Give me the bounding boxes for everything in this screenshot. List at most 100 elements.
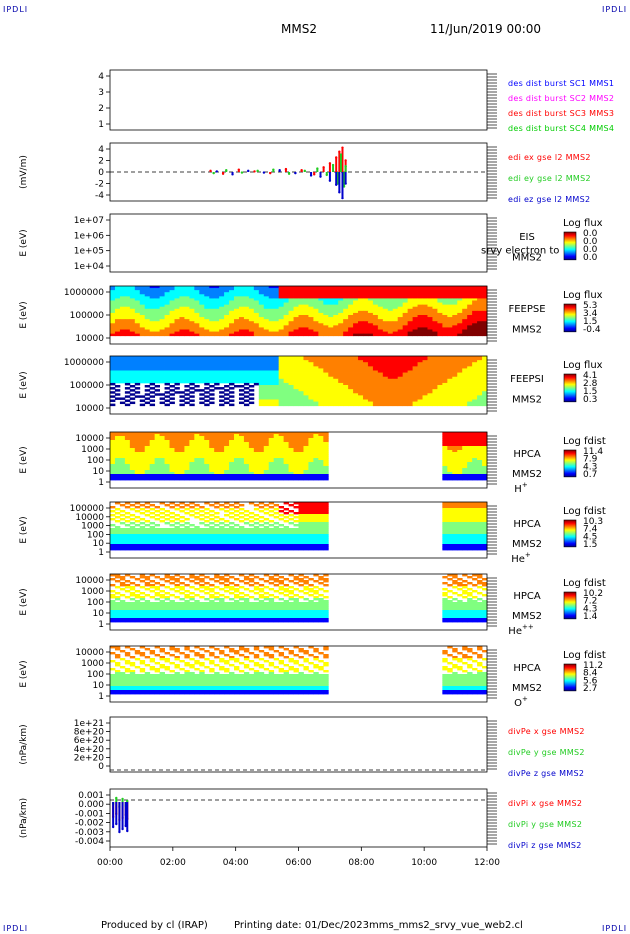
colorbar-title: Log flux	[563, 218, 603, 229]
panel-frame-div-pi	[109, 788, 488, 848]
colorbar-tick-label: 0.0	[583, 237, 598, 247]
data-point	[341, 196, 344, 200]
y-tick-label: -0.001	[75, 809, 104, 819]
species-label: H+	[514, 481, 528, 495]
species-label: O+	[514, 695, 528, 709]
x-tick-label: 06:00	[286, 858, 312, 868]
y-tick-label: 10000	[75, 576, 104, 586]
y-tick-label: 100	[87, 530, 104, 540]
y-tick-label: -4	[95, 191, 104, 201]
y-tick-label: 6e+20	[74, 736, 105, 746]
instrument-label: HPCA	[513, 663, 541, 674]
legend-entry: divPe x gse MMS2	[508, 727, 585, 736]
data-point	[121, 827, 124, 831]
colorbar-title: Log fdist	[563, 506, 606, 517]
data-point	[341, 146, 344, 149]
colorbar-tick-label: 0.7	[583, 470, 597, 480]
y-tick-label: 1e+06	[74, 231, 105, 241]
corner-label-bottom-right: IPDLI	[602, 924, 628, 933]
y-tick-label: 10000	[75, 404, 104, 414]
colorbar	[563, 449, 577, 478]
data-point	[319, 175, 322, 178]
data-point	[325, 173, 328, 177]
data-point	[335, 156, 338, 159]
colorbar-tick-label: 8.4	[583, 669, 598, 679]
colorbar-tick-label: 5.6	[583, 676, 598, 686]
x-tick-label: 12:00	[474, 858, 500, 868]
y-tick-label: 3	[98, 88, 104, 98]
instrument-label: HPCA	[513, 519, 541, 530]
colorbar-tick-label: 4.3	[583, 604, 597, 614]
data-point	[240, 171, 244, 174]
data-point	[247, 169, 250, 173]
y-tick-label: 0.000	[78, 800, 104, 810]
colorbar	[563, 663, 577, 692]
legend-entry: des dist burst SC2 MMS2	[508, 94, 614, 103]
spacecraft-label: MMS2	[512, 683, 542, 694]
colorbar-tick-label: -0.4	[583, 325, 601, 335]
colorbar	[563, 519, 577, 548]
data-point	[313, 173, 316, 176]
y-tick-label: -2	[95, 180, 104, 190]
data-point	[339, 153, 343, 156]
instrument-label: FEEPSE	[508, 304, 545, 315]
colorbar-tick-label: 0.3	[583, 395, 597, 405]
y-axis-label: E (eV)	[19, 301, 29, 328]
y-tick-label: 100	[87, 456, 104, 466]
colorbar-tick-label: 10.2	[583, 589, 603, 599]
y-tick-label: 4	[98, 72, 104, 82]
instrument-label: FEEPSI	[510, 374, 544, 385]
corner-label-top-right: IPDLI	[602, 5, 628, 14]
spacecraft-label: MMS2	[512, 252, 542, 263]
data-point	[121, 797, 124, 801]
colorbar-tick-label: 11.2	[583, 661, 603, 671]
y-tick-label: 1	[98, 620, 104, 630]
panel-frame-div-pe	[109, 716, 488, 773]
y-axis-label: E (eV)	[19, 446, 29, 473]
colorbar	[563, 591, 577, 620]
data-point	[300, 169, 303, 172]
y-tick-label: 1000	[81, 659, 104, 669]
y-tick-label: 1000000	[64, 358, 104, 368]
colorbar-tick-label: 10.3	[583, 517, 603, 527]
y-axis-label: E (eV)	[19, 371, 29, 398]
data-point	[331, 163, 335, 167]
y-tick-label: -0.003	[75, 828, 104, 838]
data-point	[338, 150, 341, 153]
spacecraft-label: MMS2	[512, 324, 542, 335]
legend-entry: divPi y gse MMS2	[508, 820, 582, 829]
y-tick-label: 1	[98, 478, 104, 488]
y-axis-label: (nPa/km)	[19, 724, 29, 764]
data-point	[272, 168, 275, 171]
y-tick-label: 1000	[81, 522, 104, 532]
colorbar-tick-label: 0.0	[583, 245, 598, 255]
x-tick-label: 04:00	[223, 858, 249, 868]
colorbar-tick-label: 2.7	[583, 684, 597, 694]
data-point	[118, 830, 121, 834]
y-tick-label: 1000	[81, 587, 104, 597]
data-point	[221, 172, 225, 175]
legend-entry: divPi x gse MMS2	[508, 799, 582, 808]
data-point	[284, 167, 288, 171]
data-point	[316, 167, 319, 170]
panel-frame-distribution-availability	[109, 69, 488, 131]
data-point	[262, 171, 266, 174]
y-tick-label: 0	[98, 762, 104, 772]
spacecraft-label: MMS2	[512, 539, 542, 550]
instrument-label: HPCA	[513, 591, 541, 602]
page-title: MMS2	[281, 22, 317, 36]
y-tick-label: 100000	[70, 311, 105, 321]
colorbar-tick-label: 5.3	[583, 301, 597, 311]
y-tick-label: 2	[98, 157, 104, 167]
y-tick-label: 1000000	[64, 288, 104, 298]
colorbar-tick-label: 1.4	[583, 612, 598, 622]
legend-entry: des dist burst SC1 MMS1	[508, 79, 614, 88]
colorbar-tick-label: 4.5	[583, 532, 597, 542]
data-point	[209, 169, 212, 173]
y-tick-label: 100	[87, 670, 104, 680]
colorbar-tick-label: 11.4	[583, 447, 603, 457]
x-tick-label: 00:00	[97, 858, 123, 868]
data-point	[344, 159, 347, 162]
colorbar	[563, 231, 577, 261]
